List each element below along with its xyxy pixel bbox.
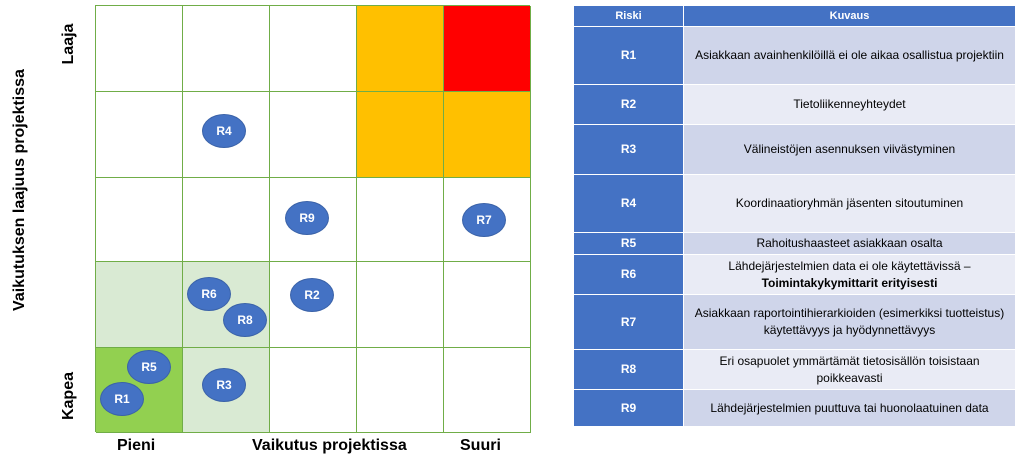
table-header-row: Riski Kuvaus: [573, 5, 1016, 27]
table-row: R6 Lähdejärjestelmien data ei ole käytet…: [573, 254, 1016, 295]
risk-id-cell: R4: [573, 174, 684, 233]
x-axis-right-label: Suuri: [460, 437, 501, 454]
table-row: R7 Asiakkaan raportointihierarkioiden (e…: [573, 294, 1016, 350]
matrix-cell: [270, 92, 357, 178]
matrix-cell: [444, 92, 531, 178]
y-axis-label: Vaikutuksen laajuus projektissa: [11, 69, 28, 311]
matrix-cell: [96, 92, 183, 178]
x-axis-label: Vaikutus projektissa: [252, 437, 407, 454]
table-row: R1 Asiakkaan avainhenkilöillä ei ole aik…: [573, 26, 1016, 85]
risk-bubble-r6[interactable]: R6: [187, 277, 231, 311]
risk-description-cell: Tietoliikenneyhteydet: [683, 84, 1016, 125]
matrix-cell: [357, 6, 444, 92]
risk-id-cell: R8: [573, 349, 684, 390]
matrix-cell: [444, 6, 531, 92]
risk-description-text: Lähdejärjestelmien data ei ole käytettäv…: [728, 258, 971, 273]
column-header-risk: Riski: [573, 5, 684, 27]
table-row: R4 Koordinaatioryhmän jäsenten sitoutumi…: [573, 174, 1016, 233]
risk-description-cell: Asiakkaan avainhenkilöillä ei ole aikaa …: [683, 26, 1016, 85]
risk-id-cell: R3: [573, 124, 684, 175]
risk-bubble-r3[interactable]: R3: [202, 368, 246, 402]
risk-bubble-r5[interactable]: R5: [127, 350, 171, 384]
risk-id-cell: R9: [573, 389, 684, 427]
risk-id-cell: R7: [573, 294, 684, 350]
matrix-cell: [357, 262, 444, 348]
risk-description-cell: Lähdejärjestelmien puuttuva tai huonolaa…: [683, 389, 1016, 427]
risk-bubble-r8[interactable]: R8: [223, 303, 267, 337]
risk-bubble-r4[interactable]: R4: [202, 114, 246, 148]
table-row: R5 Rahoitushaasteet asiakkaan osalta: [573, 232, 1016, 255]
risk-description-cell: Asiakkaan raportointihierarkioiden (esim…: [683, 294, 1016, 350]
risk-table: Riski Kuvaus R1 Asiakkaan avainhenkilöil…: [573, 5, 1016, 427]
x-axis-left-label: Pieni: [117, 437, 156, 454]
matrix-cell: [444, 348, 531, 433]
risk-description-cell: Välineistöjen asennuksen viivästyminen: [683, 124, 1016, 175]
matrix-cell: [357, 178, 444, 262]
risk-description-cell: Rahoitushaasteet asiakkaan osalta: [683, 232, 1016, 255]
matrix-cell: [270, 348, 357, 433]
risk-id-cell: R6: [573, 254, 684, 295]
risk-id-cell: R5: [573, 232, 684, 255]
risk-description-cell: Eri osapuolet ymmärtämät tietosisällön t…: [683, 349, 1016, 390]
risk-bubble-r2[interactable]: R2: [290, 278, 334, 312]
matrix-cell: [270, 6, 357, 92]
matrix-cell: [357, 92, 444, 178]
risk-bubble-r7[interactable]: R7: [462, 203, 506, 237]
column-header-description: Kuvaus: [683, 5, 1016, 27]
matrix-cell: [96, 178, 183, 262]
matrix-cell: [444, 262, 531, 348]
risk-description-emphasis: Toimintakykymittarit erityisesti: [761, 275, 938, 290]
matrix-cell: [96, 6, 183, 92]
risk-bubble-r1[interactable]: R1: [100, 382, 144, 416]
y-axis-bottom-label: Kapea: [60, 371, 77, 421]
risk-description-cell: Koordinaatioryhmän jäsenten sitoutuminen: [683, 174, 1016, 233]
matrix-cell: [183, 6, 270, 92]
matrix-cell: [183, 178, 270, 262]
y-axis-top-label: Laaja: [60, 23, 77, 65]
risk-id-cell: R2: [573, 84, 684, 125]
risk-bubble-r9[interactable]: R9: [285, 201, 329, 235]
matrix-cell: [357, 348, 444, 433]
risk-description-cell: Lähdejärjestelmien data ei ole käytettäv…: [683, 254, 1016, 295]
table-row: R2 Tietoliikenneyhteydet: [573, 84, 1016, 125]
table-row: R9 Lähdejärjestelmien puuttuva tai huono…: [573, 389, 1016, 427]
matrix-cell: [96, 262, 183, 348]
table-row: R3 Välineistöjen asennuksen viivästymine…: [573, 124, 1016, 175]
table-row: R8 Eri osapuolet ymmärtämät tietosisällö…: [573, 349, 1016, 390]
risk-id-cell: R1: [573, 26, 684, 85]
